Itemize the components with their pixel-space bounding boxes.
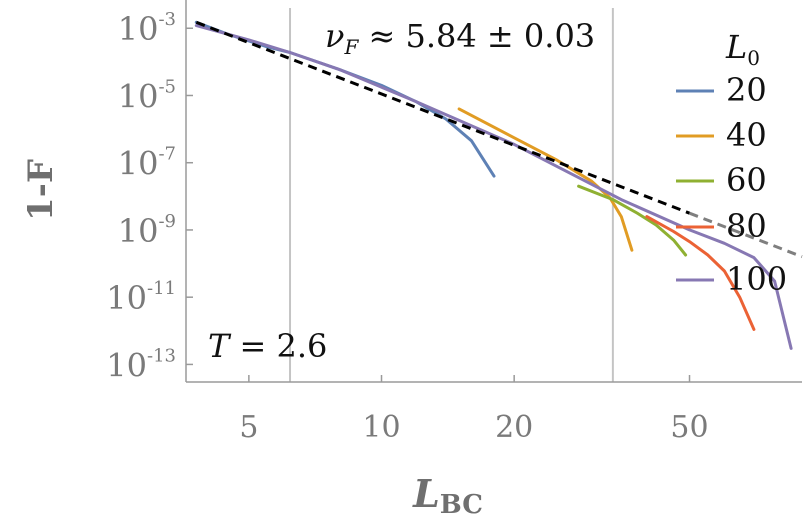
series-line-80 xyxy=(645,215,756,331)
legend-label-20: 20 xyxy=(726,71,767,109)
y-tick-label-9: 10-9 xyxy=(118,211,176,250)
tick-labels: 5 10 20 50 10-3 10-5 10-7 10-9 10-11 10-13 xyxy=(106,9,708,445)
y-tick-label-3: 10-3 xyxy=(118,9,176,48)
temperature-value: = 2.6 xyxy=(229,327,327,365)
x-axis-title-main: L xyxy=(412,471,440,516)
y-axis-title: 1-F xyxy=(21,159,61,221)
x-axis-title-sub: BC xyxy=(440,490,483,520)
series-line-60 xyxy=(577,184,688,257)
series-line-40 xyxy=(457,107,634,252)
y-tick-label-13: 10-13 xyxy=(106,345,176,384)
fit-line-main xyxy=(195,20,691,215)
y-tick-label-5: 10-5 xyxy=(118,76,176,115)
y-tick-label-7: 10-7 xyxy=(118,144,176,183)
legend-title-sub: 0 xyxy=(747,46,760,70)
fit-line-extrapolated xyxy=(688,211,803,259)
fit-annotation-sub: F xyxy=(343,35,359,59)
temperature-annotation: T = 2.6 xyxy=(208,327,327,365)
temperature-symbol: T xyxy=(208,327,232,365)
x-tick-label-20: 20 xyxy=(495,410,533,445)
plot-frame xyxy=(185,0,802,383)
series-line-100 xyxy=(194,24,793,350)
y-tick-label-11: 10-11 xyxy=(106,278,176,317)
legend-label-100: 100 xyxy=(726,260,787,298)
legend: L0 20 40 60 80 100 xyxy=(676,28,787,298)
legend-title-main: L xyxy=(725,28,747,66)
fit-annotation-value: ≈ 5.84 ± 0.03 xyxy=(358,17,595,55)
legend-label-40: 40 xyxy=(726,116,767,154)
x-tick-label-50: 50 xyxy=(670,410,708,445)
x-axis-title: LBC xyxy=(412,471,483,520)
fit-annotation-nu: ν xyxy=(325,17,344,55)
legend-label-60: 60 xyxy=(726,161,767,199)
fit-annotation: νF ≈ 5.84 ± 0.03 xyxy=(325,17,595,59)
series-lines xyxy=(194,20,793,350)
legend-label-80: 80 xyxy=(726,207,767,245)
vertical-reference-lines xyxy=(289,8,614,382)
x-tick-label-5: 5 xyxy=(239,410,258,445)
legend-title: L0 xyxy=(725,28,760,70)
fit-line xyxy=(195,20,803,259)
x-tick-label-10: 10 xyxy=(362,410,400,445)
